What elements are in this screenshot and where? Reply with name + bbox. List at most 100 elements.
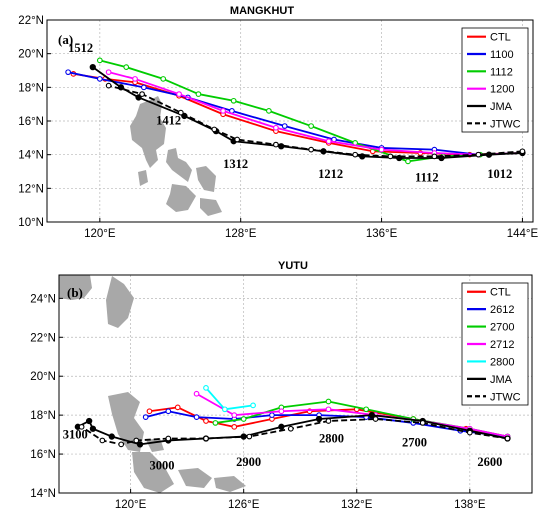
- y-tick-label-3: 16°N: [18, 116, 44, 128]
- track-point-1200-9: [105, 69, 112, 76]
- track-point-2712-4: [325, 406, 332, 413]
- time-annotation-1: 3000: [149, 459, 174, 473]
- track-point-1112-10: [123, 64, 130, 70]
- panel-b-ticks: 120°E 126°E 132°E 138°E 14°N 16°N 18°N 20°N 22°N…: [30, 293, 486, 511]
- panel-b-legend: CTL 2612 2700 2712 2800 JMA JTWC: [461, 282, 529, 406]
- track-point-1112-7: [230, 97, 237, 104]
- panel-b-title: YUTU: [278, 260, 308, 272]
- panel-b-annotations: 3100 3000 2900 2800 2700 2600: [63, 428, 503, 473]
- track-point-2612-7: [193, 414, 200, 420]
- track-point-2700-4: [325, 398, 332, 405]
- track-point-jtwc-3: [372, 416, 379, 422]
- y-tick-label-2: 18°N: [30, 410, 56, 422]
- track-point-jtwc-7: [234, 136, 241, 143]
- legend-label-jtwc: JTWC: [490, 391, 521, 403]
- time-annotation-0: 3100: [63, 428, 88, 442]
- track-point-jtwc-0: [504, 435, 511, 442]
- track-point-jtwc-4: [352, 151, 359, 158]
- yutu-panel: YUTU 3100 3000 2900 2800 2700 2600 120°E 126°E…: [30, 260, 533, 511]
- track-point-jma-4: [315, 415, 323, 423]
- time-annotation-4: 2700: [402, 435, 427, 449]
- track-point-jtwc-10: [118, 441, 125, 448]
- track-point-1200-3: [378, 146, 385, 153]
- track-point-jtwc-7: [203, 435, 209, 442]
- track-point-1112-5: [308, 123, 314, 129]
- time-annotation-3: 2800: [319, 431, 344, 445]
- legend-label-jma: JMA: [490, 101, 513, 113]
- legend-label-ctl: CTL: [490, 287, 511, 299]
- y-tick-label-0: 14°N: [30, 488, 56, 500]
- track-point-jtwc-9: [133, 437, 140, 444]
- track-point-jtwc-5: [287, 425, 294, 432]
- legend-label-2700: 2700: [490, 322, 514, 334]
- legend-label-2612: 2612: [490, 304, 514, 316]
- panel-a-landmass: [130, 96, 222, 216]
- track-point-1100-8: [140, 84, 147, 91]
- time-annotation-5: 2600: [477, 455, 502, 469]
- track-point-1200-4: [325, 138, 332, 145]
- y-tick-label-1: 12°N: [18, 183, 44, 195]
- track-point-2712-7: [193, 390, 200, 397]
- track-point-2712-5: [278, 408, 285, 415]
- track-point-1100-10: [65, 69, 71, 76]
- track-point-jtwc-6: [246, 433, 253, 440]
- panel-a-series: [65, 57, 526, 165]
- track-point-jma-12: [86, 417, 93, 425]
- y-tick-label-5: 24°N: [30, 293, 56, 305]
- y-tick-label-6: 22°N: [18, 15, 44, 27]
- track-point-2800-2: [203, 385, 209, 391]
- track-2612: [145, 410, 508, 438]
- track-point-jtwc-0: [519, 148, 526, 155]
- track-jtwc: [108, 84, 523, 158]
- y-tick-label-3: 20°N: [30, 371, 56, 383]
- track-point-1100-5: [281, 123, 288, 129]
- track-point-2800-0: [250, 402, 256, 409]
- track-point-jtwc-12: [78, 423, 85, 430]
- panel-a-title: MANGKHUT: [230, 5, 294, 17]
- track-point-1200-6: [220, 108, 226, 114]
- track-point-jtwc-8: [165, 435, 172, 442]
- track-point-1112-8: [195, 91, 202, 97]
- track-point-1112-11: [96, 57, 103, 64]
- y-tick-label-1: 16°N: [30, 449, 56, 461]
- panel-b-frame: [58, 274, 533, 494]
- legend-label-2712: 2712: [490, 339, 514, 351]
- track-point-1100-9: [96, 76, 103, 82]
- x-tick-label-1: 126°E: [228, 499, 260, 511]
- track-point-2700-7: [212, 420, 219, 426]
- x-tick-label-0: 120°E: [84, 228, 116, 240]
- track-point-1112-3: [405, 158, 411, 165]
- track-point-2612-5: [269, 412, 275, 418]
- track-point-jtwc-2: [431, 153, 438, 160]
- track-point-jma-10: [135, 94, 142, 101]
- legend-label-jtwc: JTWC: [490, 118, 521, 130]
- legend-label-1200: 1200: [490, 84, 514, 96]
- track-point-1200-7: [176, 91, 182, 97]
- time-annotation-2: 2900: [236, 455, 261, 469]
- track-point-ctl-7: [203, 418, 209, 424]
- x-tick-label-3: 144°E: [507, 228, 539, 240]
- track-point-jtwc-10: [139, 91, 145, 97]
- track-point-jtwc-3: [387, 153, 394, 160]
- track-jma: [77, 414, 508, 446]
- track-point-ctl-9: [146, 408, 153, 415]
- legend-box: [461, 27, 529, 133]
- track-point-jma-10: [108, 433, 115, 440]
- legend-label-jma: JMA: [490, 374, 513, 386]
- track-point-2612-8: [165, 408, 172, 415]
- panel-b-label: (b): [67, 285, 83, 300]
- time-annotation-4: 1112: [415, 171, 439, 185]
- track-point-jtwc-11: [105, 82, 112, 89]
- time-annotation-3: 1212: [318, 167, 343, 181]
- time-annotation-0: 1512: [68, 41, 93, 55]
- legend-label-1112: 1112: [490, 66, 513, 78]
- legend-label-2800: 2800: [490, 356, 514, 368]
- track-point-2800-1: [221, 406, 228, 413]
- track-point-jtwc-8: [211, 126, 218, 133]
- x-tick-label-2: 132°E: [341, 499, 373, 511]
- panel-a-annotations: 1512 1412 1312 1212 1112 1012: [68, 41, 512, 185]
- track-point-jtwc-1: [475, 151, 482, 158]
- time-annotation-2: 1312: [223, 157, 248, 171]
